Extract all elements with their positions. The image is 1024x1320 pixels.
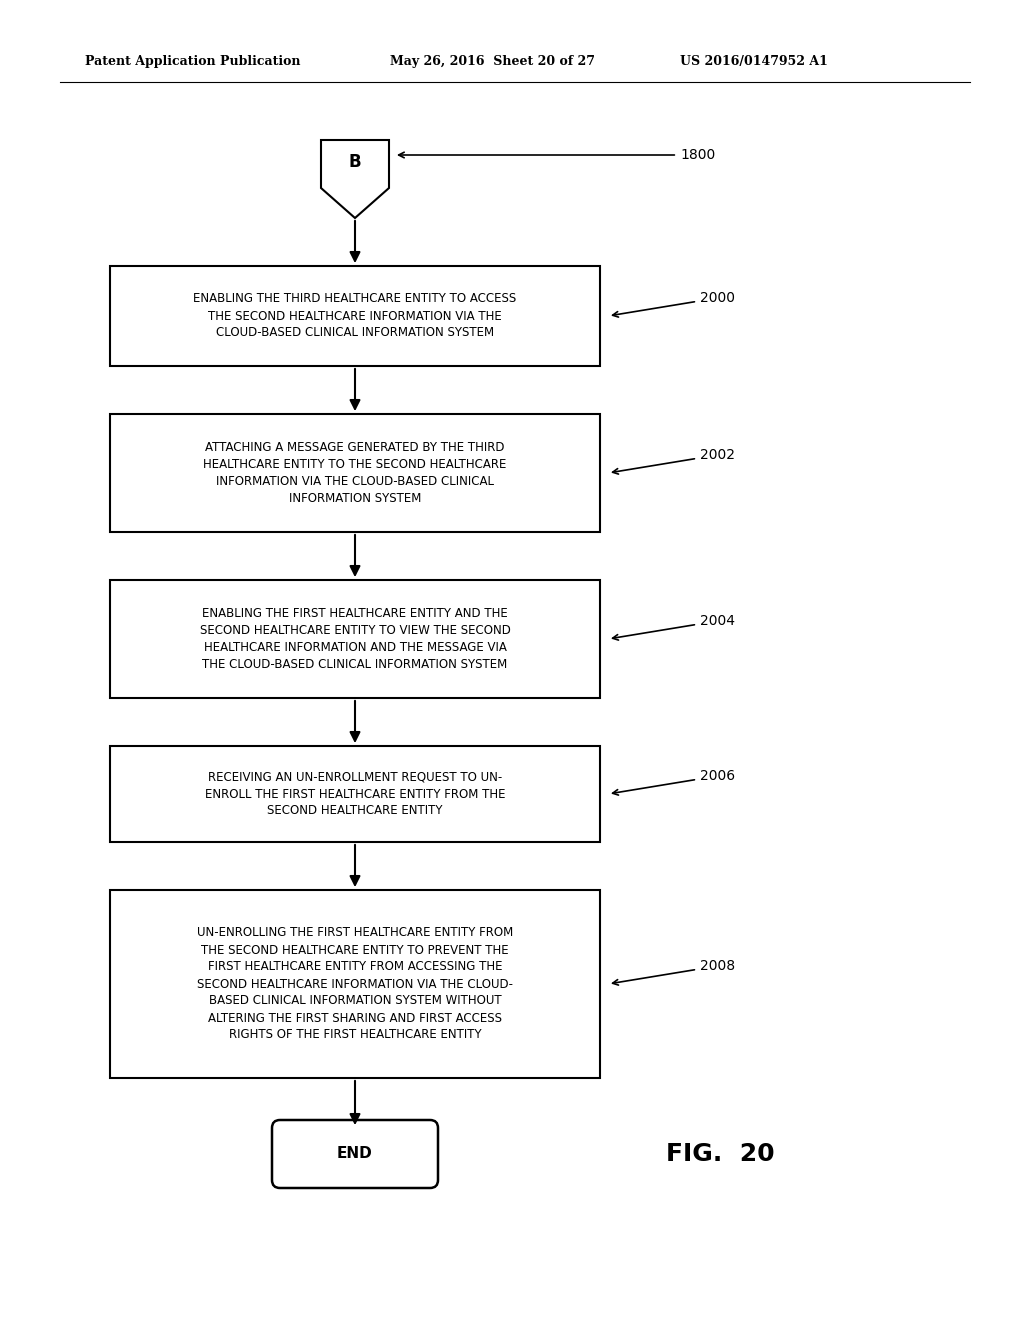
Text: 2008: 2008 <box>612 960 735 985</box>
Bar <box>110 414 600 532</box>
Text: US 2016/0147952 A1: US 2016/0147952 A1 <box>680 55 827 69</box>
Text: ATTACHING A MESSAGE GENERATED BY THE THIRD
HEALTHCARE ENTITY TO THE SECOND HEALT: ATTACHING A MESSAGE GENERATED BY THE THI… <box>204 441 507 506</box>
Text: 2004: 2004 <box>612 614 735 640</box>
FancyBboxPatch shape <box>272 1119 438 1188</box>
Bar <box>110 267 600 366</box>
Text: 2006: 2006 <box>612 770 735 795</box>
Text: ENABLING THE FIRST HEALTHCARE ENTITY AND THE
SECOND HEALTHCARE ENTITY TO VIEW TH: ENABLING THE FIRST HEALTHCARE ENTITY AND… <box>200 607 510 671</box>
Text: 2002: 2002 <box>612 447 735 474</box>
Text: 2000: 2000 <box>612 290 735 317</box>
Text: FIG.  20: FIG. 20 <box>666 1142 774 1166</box>
Bar <box>110 579 600 698</box>
Text: May 26, 2016  Sheet 20 of 27: May 26, 2016 Sheet 20 of 27 <box>390 55 595 69</box>
Bar <box>110 890 600 1078</box>
Text: RECEIVING AN UN-ENROLLMENT REQUEST TO UN-
ENROLL THE FIRST HEALTHCARE ENTITY FRO: RECEIVING AN UN-ENROLLMENT REQUEST TO UN… <box>205 771 505 817</box>
Text: Patent Application Publication: Patent Application Publication <box>85 55 300 69</box>
Bar <box>110 746 600 842</box>
Text: UN-ENROLLING THE FIRST HEALTHCARE ENTITY FROM
THE SECOND HEALTHCARE ENTITY TO PR: UN-ENROLLING THE FIRST HEALTHCARE ENTITY… <box>197 927 513 1041</box>
Text: 1800: 1800 <box>398 148 715 162</box>
Text: END: END <box>337 1147 373 1162</box>
Text: ENABLING THE THIRD HEALTHCARE ENTITY TO ACCESS
THE SECOND HEALTHCARE INFORMATION: ENABLING THE THIRD HEALTHCARE ENTITY TO … <box>194 293 517 339</box>
Text: B: B <box>349 153 361 170</box>
